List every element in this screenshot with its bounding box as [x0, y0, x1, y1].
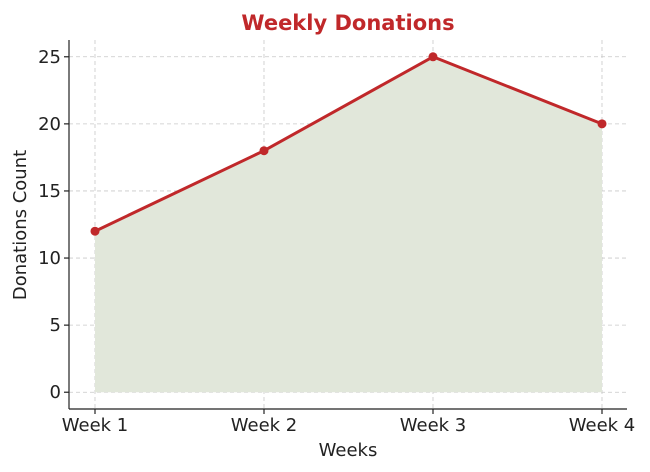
y-tick-label: 5	[50, 315, 61, 336]
data-points	[90, 52, 607, 236]
x-tick-label: Week 3	[400, 415, 467, 436]
chart-title: Weekly Donations	[241, 11, 454, 35]
x-tick-label: Week 4	[569, 415, 636, 436]
data-point	[597, 119, 607, 129]
y-tick-label: 15	[38, 181, 61, 202]
y-tick-label: 0	[50, 382, 61, 403]
series-line	[94, 55, 603, 233]
y-tick-label: 20	[38, 114, 61, 135]
x-axis-label: Weeks	[319, 440, 378, 461]
y-axis-label: Donations Count	[10, 150, 31, 300]
x-axis: Week 1 Week 2 Week 3 Week 4	[62, 409, 636, 436]
area-fill	[95, 56, 602, 393]
y-axis: 0 5 10 15 20 25	[38, 47, 69, 403]
data-point	[90, 226, 100, 236]
x-tick-label: Week 2	[231, 415, 298, 436]
x-tick-label: Week 1	[62, 415, 129, 436]
data-point	[259, 146, 269, 156]
y-tick-label: 10	[38, 248, 61, 269]
y-tick-label: 25	[38, 47, 61, 68]
data-point	[428, 52, 438, 62]
